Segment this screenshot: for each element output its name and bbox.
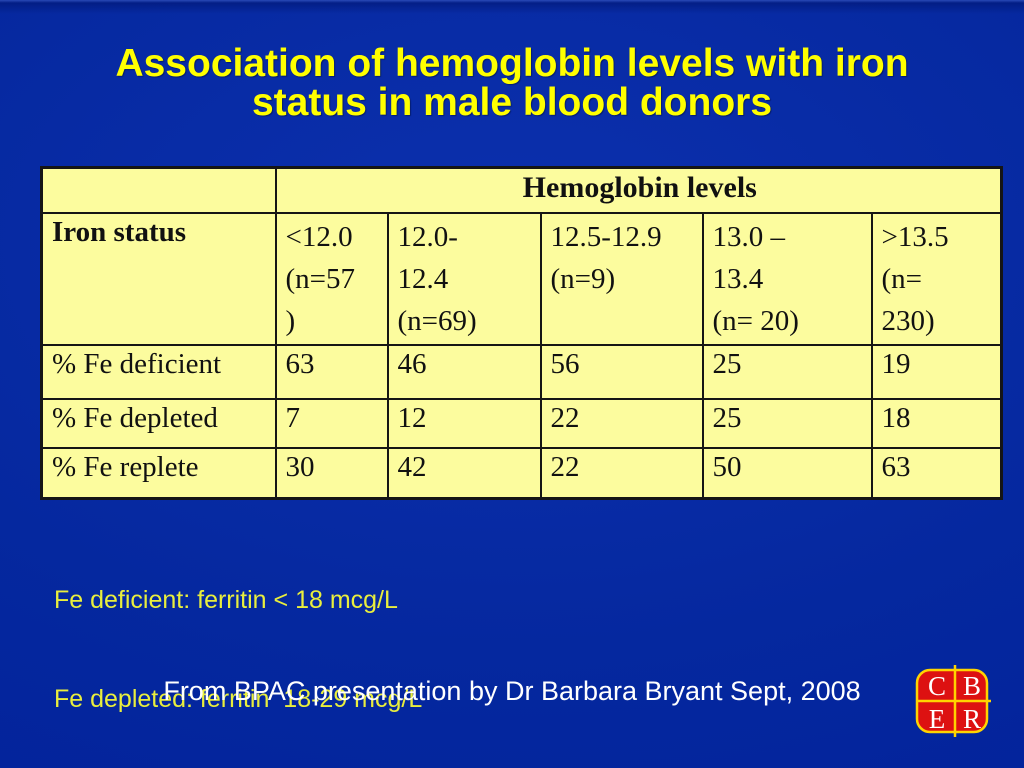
table-row-fe-deficient: % Fe deficient 63 46 56 25 19 <box>40 343 1003 400</box>
table-row-column-headers: Iron status <12.0 (n=57 ) 12.0- 12.4 (n=… <box>40 211 1003 346</box>
iron-status-table: Hemoglobin levels Iron status <12.0 (n=5… <box>40 166 1004 500</box>
cber-letter-b: B <box>963 671 981 701</box>
col-header-12-124: 12.0- 12.4 (n=69) <box>386 211 542 346</box>
table-cell: 12 <box>386 397 542 449</box>
col-header-gt135: >13.5 (n= 230) <box>870 211 1003 346</box>
table-cell: 18 <box>870 397 1003 449</box>
cber-letter-e: E <box>929 704 946 734</box>
table-row-fe-depleted: % Fe depleted 7 12 22 25 18 <box>40 397 1003 449</box>
table-cell: 50 <box>701 446 873 500</box>
source-caption: From BPAC presentation by Dr Barbara Bry… <box>163 676 861 706</box>
table-cell: 22 <box>539 446 704 500</box>
table-cell: 46 <box>386 343 542 400</box>
hemoglobin-levels-header: Hemoglobin levels <box>274 166 1003 214</box>
slide-title-line2: status in male blood donors <box>251 81 773 124</box>
row-label: % Fe replete <box>40 446 277 500</box>
cber-letter-r: R <box>963 704 981 734</box>
table-cell: 7 <box>274 397 389 449</box>
footnote-fe-depleted: Fe depleted: ferritin 18-29 mcg/L <box>54 685 423 713</box>
table-cell: 25 <box>701 397 873 449</box>
slide-title-line1: Association of hemoglobin levels with ir… <box>115 42 909 85</box>
col-header-13-134: 13.0 – 13.4 (n= 20) <box>701 211 873 346</box>
table-corner-cell <box>40 166 277 214</box>
cber-logo: C B E R <box>915 665 991 737</box>
table-cell: 25 <box>701 343 873 400</box>
footnote-fe-deficient: Fe deficient: ferritin < 18 mcg/L <box>54 586 398 614</box>
table-row-fe-replete: % Fe replete 30 42 22 50 63 <box>40 446 1003 500</box>
table-cell: 63 <box>274 343 389 400</box>
table-cell: 22 <box>539 397 704 449</box>
ferritin-footnotes: Fe deficient: ferritin < 18 mcg/L Fe dep… <box>54 518 422 768</box>
col-header-125-129: 12.5-12.9 (n=9) <box>539 211 704 346</box>
slide-title: Association of hemoglobin levels with ir… <box>0 44 1024 122</box>
table-cell: 19 <box>870 343 1003 400</box>
table-row-hemoglobin-header: Hemoglobin levels <box>40 166 1003 214</box>
table-cell: 56 <box>539 343 704 400</box>
row-label: % Fe deficient <box>40 343 277 400</box>
table-cell: 63 <box>870 446 1003 500</box>
col-header-lt12: <12.0 (n=57 ) <box>274 211 389 346</box>
cber-letter-c: C <box>928 671 946 701</box>
iron-status-header: Iron status <box>40 211 277 346</box>
table-cell: 30 <box>274 446 389 500</box>
row-label: % Fe depleted <box>40 397 277 449</box>
table-cell: 42 <box>386 446 542 500</box>
